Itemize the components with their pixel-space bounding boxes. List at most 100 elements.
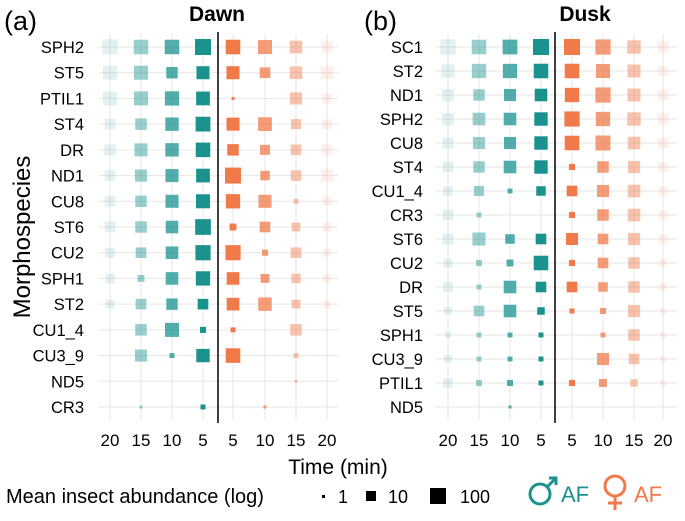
x-tick-label: 20 [654, 431, 673, 450]
data-square [534, 88, 548, 102]
data-square [165, 272, 179, 285]
data-square [503, 304, 517, 318]
panel-letter: (b) [364, 6, 397, 36]
data-square [289, 66, 303, 80]
data-square [568, 163, 576, 171]
data-square [320, 169, 334, 182]
data-marks [102, 39, 334, 410]
data-square [197, 298, 209, 310]
species-label: CR3 [390, 207, 423, 225]
female-symbol-icon [603, 474, 627, 510]
data-square [476, 212, 482, 218]
male-symbol-icon [528, 476, 558, 506]
data-square [628, 257, 640, 269]
data-square [104, 247, 115, 258]
data-square [258, 194, 272, 208]
data-square [595, 87, 611, 103]
data-square [102, 65, 118, 80]
species-label: ST2 [54, 296, 84, 314]
data-square [196, 168, 210, 183]
data-square [294, 379, 298, 383]
data-square [534, 136, 548, 150]
data-square [227, 144, 239, 156]
data-square [475, 379, 483, 387]
species-label: PTIL1 [379, 375, 423, 393]
data-square [230, 327, 236, 333]
species-label: CU8 [390, 135, 423, 153]
data-square [503, 280, 517, 294]
data-square [166, 66, 178, 79]
data-square [658, 210, 668, 220]
species-label: PTIL1 [40, 90, 84, 108]
data-square [566, 281, 578, 293]
species-label: ND5 [51, 373, 84, 391]
data-square [225, 39, 241, 55]
y-axis-label: Morphospecies [9, 156, 36, 319]
data-square [291, 273, 301, 284]
data-square [507, 188, 513, 194]
species-label: SPH1 [41, 270, 84, 288]
data-square [476, 356, 482, 362]
species-label: ST4 [54, 116, 84, 134]
data-square [569, 308, 575, 314]
data-square [657, 113, 669, 125]
x-tick-label: 15 [470, 431, 489, 450]
data-square [443, 258, 453, 268]
color-legend: AF AF [528, 474, 662, 510]
data-square [442, 137, 454, 149]
species-label: DR [399, 279, 423, 297]
data-square [165, 194, 179, 208]
data-square [471, 39, 487, 55]
data-square [659, 331, 667, 339]
x-tick-label: 15 [625, 431, 644, 450]
data-square [225, 245, 241, 261]
species-label: ST6 [54, 219, 84, 237]
female-af-label: AF [634, 482, 662, 507]
data-square [627, 112, 641, 126]
data-square [165, 220, 179, 234]
data-square [135, 324, 147, 336]
panel-letter: (a) [4, 6, 37, 36]
x-tick-label: 5 [198, 431, 207, 450]
data-square [595, 135, 611, 151]
data-square [195, 116, 211, 132]
data-square [135, 247, 147, 259]
data-square [442, 209, 454, 221]
x-axis-label: Time (min) [288, 456, 388, 479]
data-square [226, 272, 240, 285]
x-tick-label: 5 [228, 431, 237, 450]
data-square [104, 195, 116, 207]
data-square [535, 233, 547, 245]
data-square [538, 380, 544, 386]
data-square [259, 144, 270, 155]
data-marks [440, 39, 669, 409]
data-square [627, 136, 641, 150]
data-square [657, 137, 669, 149]
data-square [137, 274, 145, 282]
data-square [627, 184, 641, 198]
data-square [658, 234, 668, 244]
data-square [104, 144, 116, 156]
data-square [164, 39, 180, 55]
data-square [566, 185, 578, 197]
data-square [476, 284, 482, 290]
data-square [596, 352, 610, 366]
data-square [505, 234, 515, 244]
data-square [290, 119, 301, 130]
male-af-label: AF [561, 482, 589, 507]
species-label: ND1 [51, 168, 84, 186]
data-square [134, 349, 148, 362]
data-square [597, 161, 609, 173]
data-square [195, 245, 211, 261]
data-square [564, 63, 580, 79]
data-square [564, 87, 580, 103]
data-square [258, 297, 272, 311]
data-square [564, 135, 580, 151]
data-square [104, 118, 116, 130]
data-square [538, 332, 544, 338]
data-square [597, 257, 609, 269]
data-square [134, 169, 148, 182]
data-square [475, 259, 483, 267]
data-square [229, 223, 237, 231]
data-square [502, 39, 518, 55]
